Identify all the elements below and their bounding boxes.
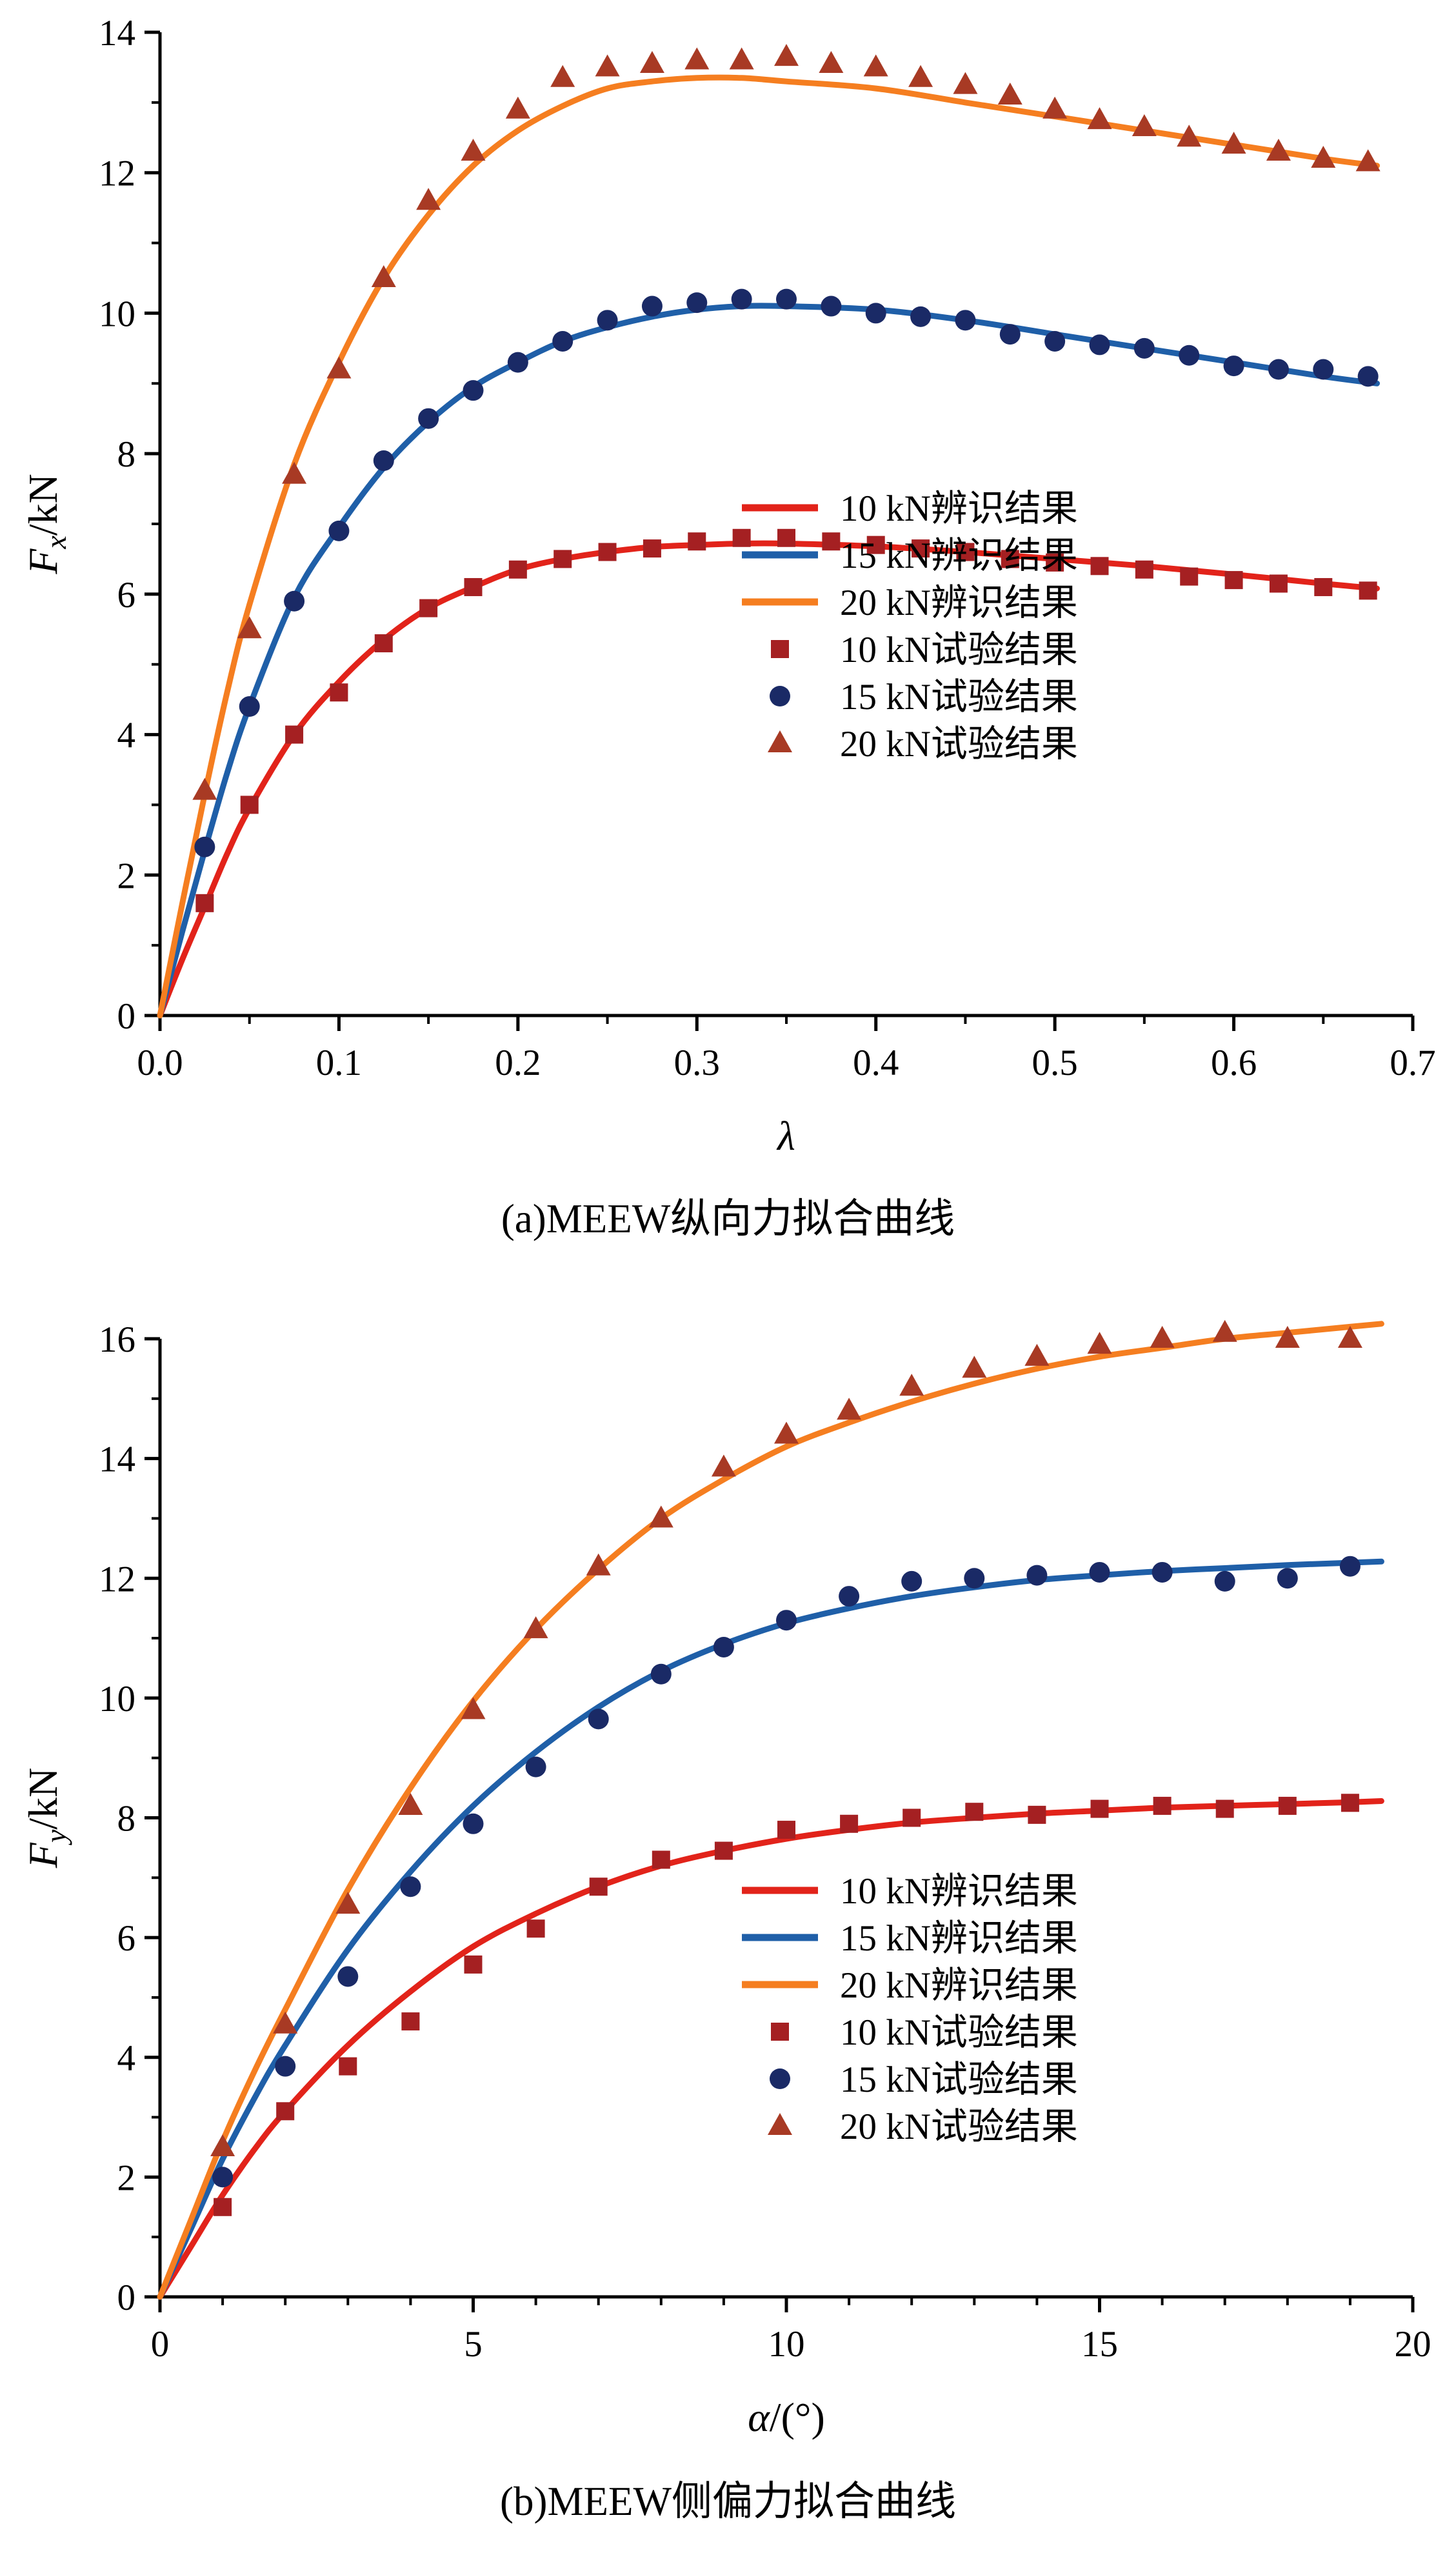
y-tick-label: 0 (117, 2278, 136, 2318)
chart-b-block: 0 5 10 15 20 0 2 4 6 8 10 12 14 16 10 kN辨识结果 15 kN辨识结果 2… (0, 1307, 1456, 2527)
y-tick-label: 14 (99, 1439, 135, 1480)
y-tick-label: 8 (117, 1799, 136, 1839)
legend-item-label: 10 kN辨识结果 (840, 1871, 1078, 1912)
y-tick-label: 0 (117, 996, 136, 1037)
chart-a-plot: 0.0 0.1 0.2 0.3 0.4 0.5 0.6 0.7 0 2 4 6 8 10 12 14 10 kN… (20, 13, 1436, 1159)
axes: 0.0 0.1 0.2 0.3 0.4 0.5 0.6 0.7 0 2 4 6 8 10 12 14 (99, 13, 1436, 1083)
x-tick-label: 0.4 (853, 1043, 899, 1083)
y-tick-label: 4 (117, 716, 136, 756)
curve-10 kN辨识结果 (157, 1798, 1384, 2300)
points-20 kN试验结果 (210, 1319, 1362, 2156)
x-axis-label: λ (776, 1113, 795, 1159)
y-axis-label: Fx/kN (20, 474, 72, 575)
y-tick-label: 4 (117, 2038, 136, 2079)
y-axis-label: Fy/kN (20, 1768, 72, 1869)
points-10 kN试验结果 (195, 528, 1377, 912)
y-tick-label: 6 (117, 575, 136, 616)
legend-item-label: 10 kN辨识结果 (840, 488, 1078, 529)
curve-10 kN辨识结果 (157, 540, 1380, 1019)
x-tick-label: 0 (151, 2324, 170, 2365)
curve-20 kN辨识结果 (157, 74, 1380, 1019)
legend-item-label: 15 kN辨识结果 (840, 1918, 1078, 1959)
x-tick-label: 10 (768, 2324, 805, 2365)
y-tick-label: 2 (117, 856, 136, 896)
x-tick-label: 20 (1395, 2324, 1431, 2365)
chart-b-caption: (b)MEEW侧偏力拟合曲线 (500, 2479, 956, 2524)
y-tick-label: 12 (99, 1559, 135, 1599)
x-tick-label: 15 (1081, 2324, 1118, 2365)
x-tick-label: 0.7 (1390, 1043, 1435, 1083)
legend-item-label: 15 kN试验结果 (840, 677, 1078, 717)
legend-item-label: 10 kN试验结果 (840, 2012, 1078, 2053)
legend: 10 kN辨识结果 15 kN辨识结果 20 kN辨识结果 10 kN试验结果 15 k… (742, 1871, 1078, 2147)
legend-item-label: 15 kN试验结果 (840, 2059, 1078, 2100)
legend: 10 kN辨识结果 15 kN辨识结果 20 kN辨识结果 10 kN试验结果 15 k… (742, 488, 1078, 765)
y-tick-label: 10 (99, 1679, 135, 1719)
points-15 kN试验结果 (212, 1556, 1361, 2188)
curve-20 kN辨识结果 (157, 1321, 1384, 2300)
points-10 kN试验结果 (214, 1794, 1359, 2216)
x-tick-label: 0.5 (1032, 1043, 1078, 1083)
x-tick-label: 0.1 (316, 1043, 362, 1083)
legend-item-label: 20 kN试验结果 (840, 724, 1078, 765)
chart-b-plot: 0 5 10 15 20 0 2 4 6 8 10 12 14 16 10 kN辨识结果 15 kN辨识结果 2… (20, 1319, 1431, 2440)
y-tick-label: 2 (117, 2158, 136, 2198)
y-tick-label: 10 (99, 294, 135, 334)
x-tick-label: 0.0 (137, 1043, 183, 1083)
y-tick-label: 16 (99, 1319, 135, 1360)
legend-item-label: 10 kN试验结果 (840, 630, 1078, 670)
x-tick-label: 0.6 (1211, 1043, 1257, 1083)
points-15 kN试验结果 (194, 288, 1379, 857)
y-tick-label: 12 (99, 154, 135, 194)
points-20 kN试验结果 (192, 44, 1381, 800)
y-tick-label: 14 (99, 13, 135, 54)
legend-item-label: 20 kN辨识结果 (840, 1965, 1078, 2006)
curve-15 kN辨识结果 (157, 303, 1380, 1019)
curve-15 kN辨识结果 (157, 1558, 1384, 2300)
chart-a-caption: (a)MEEW纵向力拟合曲线 (501, 1196, 955, 1241)
x-tick-label: 0.2 (495, 1043, 541, 1083)
legend-item-label: 20 kN辨识结果 (840, 583, 1078, 623)
legend-item-label: 20 kN试验结果 (840, 2107, 1078, 2147)
y-tick-label: 8 (117, 434, 136, 475)
chart-a-block: 0.0 0.1 0.2 0.3 0.4 0.5 0.6 0.7 0 2 4 6 8 10 12 14 10 kN… (0, 8, 1456, 1245)
y-tick-label: 6 (117, 1918, 136, 1959)
x-axis-label: α/(°) (748, 2394, 825, 2440)
x-tick-label: 5 (464, 2324, 483, 2365)
legend-item-label: 15 kN辨识结果 (840, 536, 1078, 576)
x-tick-label: 0.3 (674, 1043, 720, 1083)
